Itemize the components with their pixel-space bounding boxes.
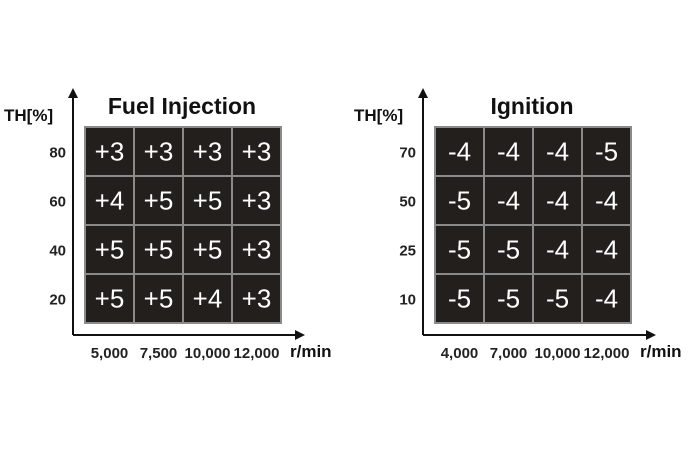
cell-value: -5 xyxy=(448,186,471,216)
table-cell xyxy=(485,275,532,322)
panel-title: Fuel Injection xyxy=(108,93,256,119)
table-cell xyxy=(86,226,133,273)
table-cell xyxy=(233,128,280,175)
y-tick-label: 60 xyxy=(49,194,66,211)
table-cell xyxy=(534,177,581,224)
table-cell xyxy=(534,128,581,175)
x-tick-label: 7,500 xyxy=(140,345,178,362)
y-tick-label: 70 xyxy=(399,145,416,162)
cell-value: -5 xyxy=(497,284,520,314)
table-cell xyxy=(135,177,182,224)
cell-value: +3 xyxy=(242,284,272,314)
x-axis-title: r/min xyxy=(640,342,682,361)
cell-value: -5 xyxy=(595,137,618,167)
y-axis-title: TH[%] xyxy=(354,106,403,125)
cell-value: +5 xyxy=(144,284,174,314)
cell-value: -4 xyxy=(448,137,471,167)
x-tick-label: 12,000 xyxy=(234,345,280,362)
cell-value: -5 xyxy=(448,284,471,314)
table-cell xyxy=(583,275,630,322)
y-tick-label: 20 xyxy=(49,292,66,309)
cell-value: +5 xyxy=(193,235,223,265)
cell-value: +3 xyxy=(95,137,125,167)
table-cell xyxy=(583,128,630,175)
cell-value: +5 xyxy=(95,284,125,314)
cell-value: +3 xyxy=(144,137,174,167)
cell-value: -4 xyxy=(497,137,520,167)
cell-value: -5 xyxy=(497,235,520,265)
table-cell xyxy=(86,128,133,175)
cell-value: -4 xyxy=(595,186,618,216)
table-cell xyxy=(534,275,581,322)
table-cell xyxy=(436,177,483,224)
ignition-panel: Ignition TH[%] r/min -4 -4 -4 -5 -5 -4 -4 -4 -5 -5 -4… xyxy=(354,88,682,362)
table-cell xyxy=(184,177,231,224)
table-cell xyxy=(583,177,630,224)
cell-value: +4 xyxy=(95,186,125,216)
x-tick-label: 7,000 xyxy=(490,345,528,362)
table-cell xyxy=(583,226,630,273)
table-cell xyxy=(86,177,133,224)
y-tick-label: 25 xyxy=(399,243,416,260)
cell-value: +3 xyxy=(242,137,272,167)
cell-value: +5 xyxy=(144,235,174,265)
table-cell xyxy=(485,226,532,273)
table-cell xyxy=(184,275,231,322)
table-cell xyxy=(485,128,532,175)
table-cell xyxy=(135,226,182,273)
cell-value: -4 xyxy=(595,235,618,265)
y-tick-label: 10 xyxy=(399,292,416,309)
x-tick-label: 5,000 xyxy=(91,345,129,362)
table-cell xyxy=(436,226,483,273)
table-cell xyxy=(233,226,280,273)
cell-value: +3 xyxy=(242,235,272,265)
x-axis-title: r/min xyxy=(290,342,332,361)
y-axis-title: TH[%] xyxy=(4,106,53,125)
cell-value: -4 xyxy=(595,284,618,314)
y-tick-label: 40 xyxy=(49,243,66,260)
cell-value: -4 xyxy=(546,186,569,216)
cell-value: -5 xyxy=(546,284,569,314)
y-tick-label: 50 xyxy=(399,194,416,211)
cell-value: -4 xyxy=(546,137,569,167)
table-cell xyxy=(436,275,483,322)
cell-value: +5 xyxy=(193,186,223,216)
table-cell xyxy=(534,226,581,273)
cell-value: -5 xyxy=(448,235,471,265)
cell-value: +5 xyxy=(144,186,174,216)
cell-value: +3 xyxy=(242,186,272,216)
table-cell xyxy=(184,226,231,273)
y-tick-label: 80 xyxy=(49,145,66,162)
x-tick-label: 4,000 xyxy=(441,345,479,362)
table-cell xyxy=(184,128,231,175)
table-cell xyxy=(436,128,483,175)
panel-title: Ignition xyxy=(490,93,573,119)
cell-value: +5 xyxy=(95,235,125,265)
table-cell xyxy=(233,275,280,322)
table-cell xyxy=(233,177,280,224)
x-tick-label: 10,000 xyxy=(535,345,581,362)
x-tick-label: 12,000 xyxy=(584,345,630,362)
table-cell xyxy=(485,177,532,224)
table-cell xyxy=(135,128,182,175)
cell-value: -4 xyxy=(497,186,520,216)
cell-value: +4 xyxy=(193,284,223,314)
table-cell xyxy=(86,275,133,322)
fuel-injection-panel: Fuel Injection TH[%] r/min +3 +3 +3 +3 +4 +5 +5 +3… xyxy=(4,88,332,362)
table-cell xyxy=(135,275,182,322)
cell-value: +3 xyxy=(193,137,223,167)
cell-value: -4 xyxy=(546,235,569,265)
x-tick-label: 10,000 xyxy=(185,345,231,362)
